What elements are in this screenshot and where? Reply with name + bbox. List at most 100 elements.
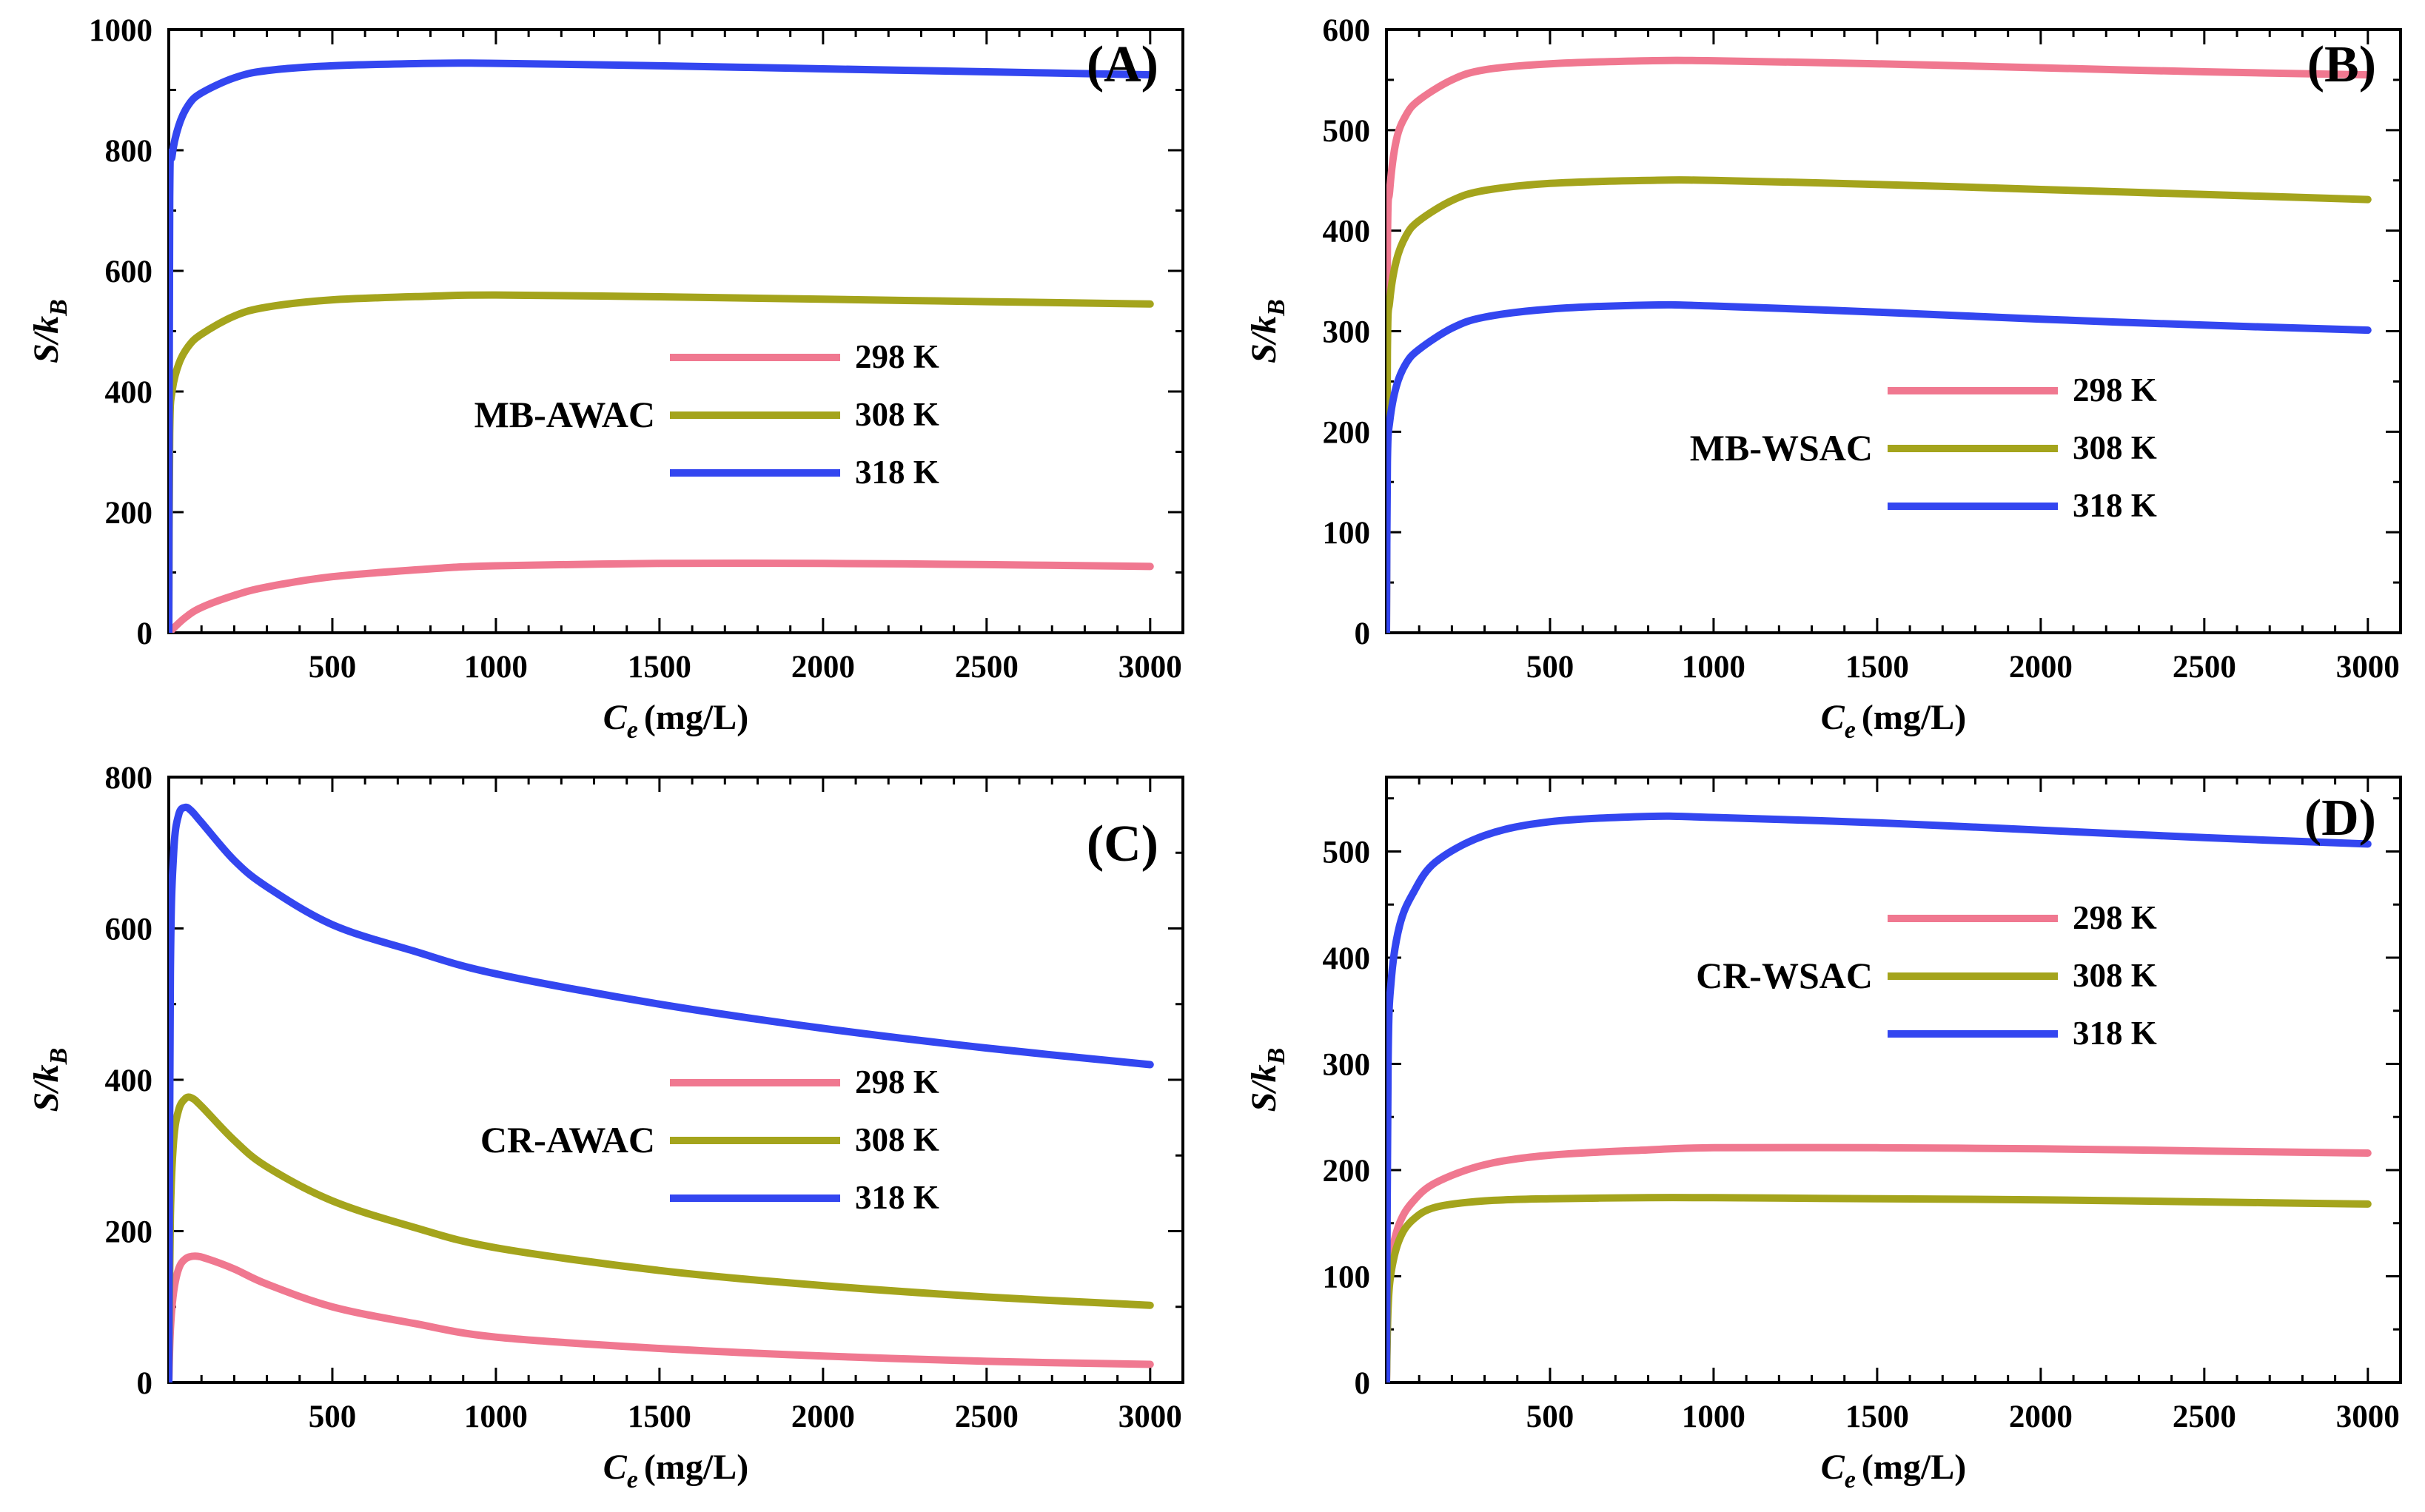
sample-label: CR-AWAC (480, 1119, 655, 1160)
x-tick-label: 2500 (955, 650, 1019, 685)
y-tick-label: 400 (105, 375, 153, 410)
x-tick-label: 1000 (1682, 1400, 1745, 1434)
panel-tag: (C) (1087, 816, 1158, 873)
x-tick-label: 500 (309, 1400, 357, 1434)
y-tick-label: 1000 (89, 13, 152, 48)
x-tick-label: 500 (309, 650, 357, 685)
legend-label: 308 K (855, 396, 939, 433)
y-axis-title: S/kB (1244, 1048, 1290, 1112)
y-tick-label: 500 (1323, 835, 1371, 870)
x-tick-label: 1500 (628, 650, 691, 685)
y-tick-label: 600 (105, 255, 153, 289)
y-tick-label: 0 (137, 616, 153, 651)
series-line-318k (169, 59, 1154, 633)
y-tick-label: 0 (137, 1366, 153, 1401)
series-group (169, 59, 1154, 633)
y-tick-label: 200 (1323, 1154, 1371, 1189)
legend-label: 298 K (855, 338, 939, 375)
legend-label: 298 K (2073, 372, 2157, 409)
legend-label: 318 K (2073, 1015, 2157, 1052)
panel-tag: (D) (2304, 790, 2376, 847)
y-tick-label: 300 (1323, 315, 1371, 350)
x-tick-label: 1000 (464, 1400, 528, 1434)
plot-frame (1385, 776, 2402, 1384)
x-axis-title: Ce (mg/L) (1821, 1448, 1966, 1493)
legend-label: 298 K (855, 1064, 939, 1101)
y-tick-label: 600 (1323, 13, 1371, 48)
y-tick-label: 200 (105, 496, 153, 531)
y-tick-label: 400 (1323, 941, 1371, 976)
y-tick-label: 100 (1323, 516, 1371, 551)
sample-label: MB-WSAC (1690, 427, 1873, 468)
series-group (1386, 56, 2372, 633)
y-axis-title: S/kB (1244, 299, 1290, 363)
x-tick-label: 3000 (1118, 650, 1182, 685)
y-tick-label: 800 (105, 761, 153, 796)
chart-panel-4: 500 1000 1500 2000 2500 3000 0 100 200 300 400 500 C… (1244, 776, 2402, 1493)
x-tick-label: 2000 (791, 650, 855, 685)
y-tick-label: 100 (1323, 1260, 1371, 1294)
x-tick-label: 500 (1526, 1400, 1574, 1434)
y-tick-label: 800 (105, 134, 153, 169)
x-tick-label: 2000 (2009, 650, 2073, 685)
sample-label: CR-WSAC (1696, 955, 1873, 996)
legend-label: 318 K (2073, 487, 2157, 524)
plot-frame (1385, 28, 2402, 634)
y-tick-label: 200 (105, 1215, 153, 1250)
x-tick-label: 500 (1526, 650, 1574, 685)
chart-panel-3: 500 1000 1500 2000 2500 3000 0 200 400 600 800 Ce (m… (27, 761, 1184, 1493)
x-axis-title: Ce (mg/L) (603, 698, 748, 744)
y-tick-label: 0 (1355, 616, 1371, 651)
x-tick-label: 3000 (2336, 650, 2400, 685)
x-tick-label: 3000 (1118, 1400, 1182, 1434)
series-line-308k (169, 1093, 1154, 1382)
x-tick-label: 1500 (1845, 1400, 1909, 1434)
x-tick-label: 2500 (955, 1400, 1019, 1434)
series-line-318k (1386, 812, 2372, 1382)
series-line-298k (169, 1252, 1154, 1382)
x-tick-label: 1000 (1682, 650, 1745, 685)
legend-label: 308 K (855, 1121, 939, 1158)
x-tick-label: 2000 (791, 1400, 855, 1434)
legend-label: 318 K (855, 454, 939, 491)
series-line-298k (169, 559, 1154, 633)
legend-label: 318 K (855, 1179, 939, 1216)
y-tick-label: 400 (1323, 215, 1371, 249)
series-line-318k (169, 803, 1154, 1382)
series-group (169, 803, 1154, 1382)
y-axis-title: S/kB (27, 299, 73, 363)
x-tick-label: 1500 (628, 1400, 691, 1434)
y-tick-label: 400 (105, 1064, 153, 1098)
chart-panel-1: 500 1000 1500 2000 2500 3000 0 200 400 600 800 1000… (27, 13, 1184, 744)
y-tick-label: 600 (105, 913, 153, 947)
y-axis-title: S/kB (27, 1048, 73, 1112)
x-tick-label: 2500 (2173, 1400, 2236, 1434)
series-line-308k (1386, 1194, 2372, 1382)
panel-tag: (A) (1087, 36, 1158, 93)
x-tick-label: 2500 (2173, 650, 2236, 685)
panel-tag: (B) (2307, 36, 2376, 93)
series-line-298k (1386, 56, 2372, 633)
x-tick-label: 3000 (2336, 1400, 2400, 1434)
sample-label: MB-AWAC (474, 394, 655, 435)
plot-frame (167, 28, 1184, 634)
x-tick-label: 2000 (2009, 1400, 2073, 1434)
y-tick-label: 0 (1355, 1366, 1371, 1401)
series-line-298k (1386, 1143, 2372, 1382)
series-line-318k (1386, 300, 2372, 633)
legend-label: 298 K (2073, 899, 2157, 936)
x-tick-label: 1000 (464, 650, 528, 685)
x-axis-title: Ce (mg/L) (603, 1448, 748, 1493)
chart-panel-2: 500 1000 1500 2000 2500 3000 0 100 200 300 400 500 6… (1244, 13, 2402, 744)
legend-label: 308 K (2073, 429, 2157, 466)
legend-label: 308 K (2073, 957, 2157, 994)
x-axis-title: Ce (mg/L) (1821, 698, 1966, 744)
series-group (1386, 812, 2372, 1382)
series-line-308k (1386, 176, 2372, 633)
y-tick-label: 300 (1323, 1047, 1371, 1082)
y-tick-label: 200 (1323, 415, 1371, 450)
x-tick-label: 1500 (1845, 650, 1909, 685)
y-tick-label: 500 (1323, 114, 1371, 149)
